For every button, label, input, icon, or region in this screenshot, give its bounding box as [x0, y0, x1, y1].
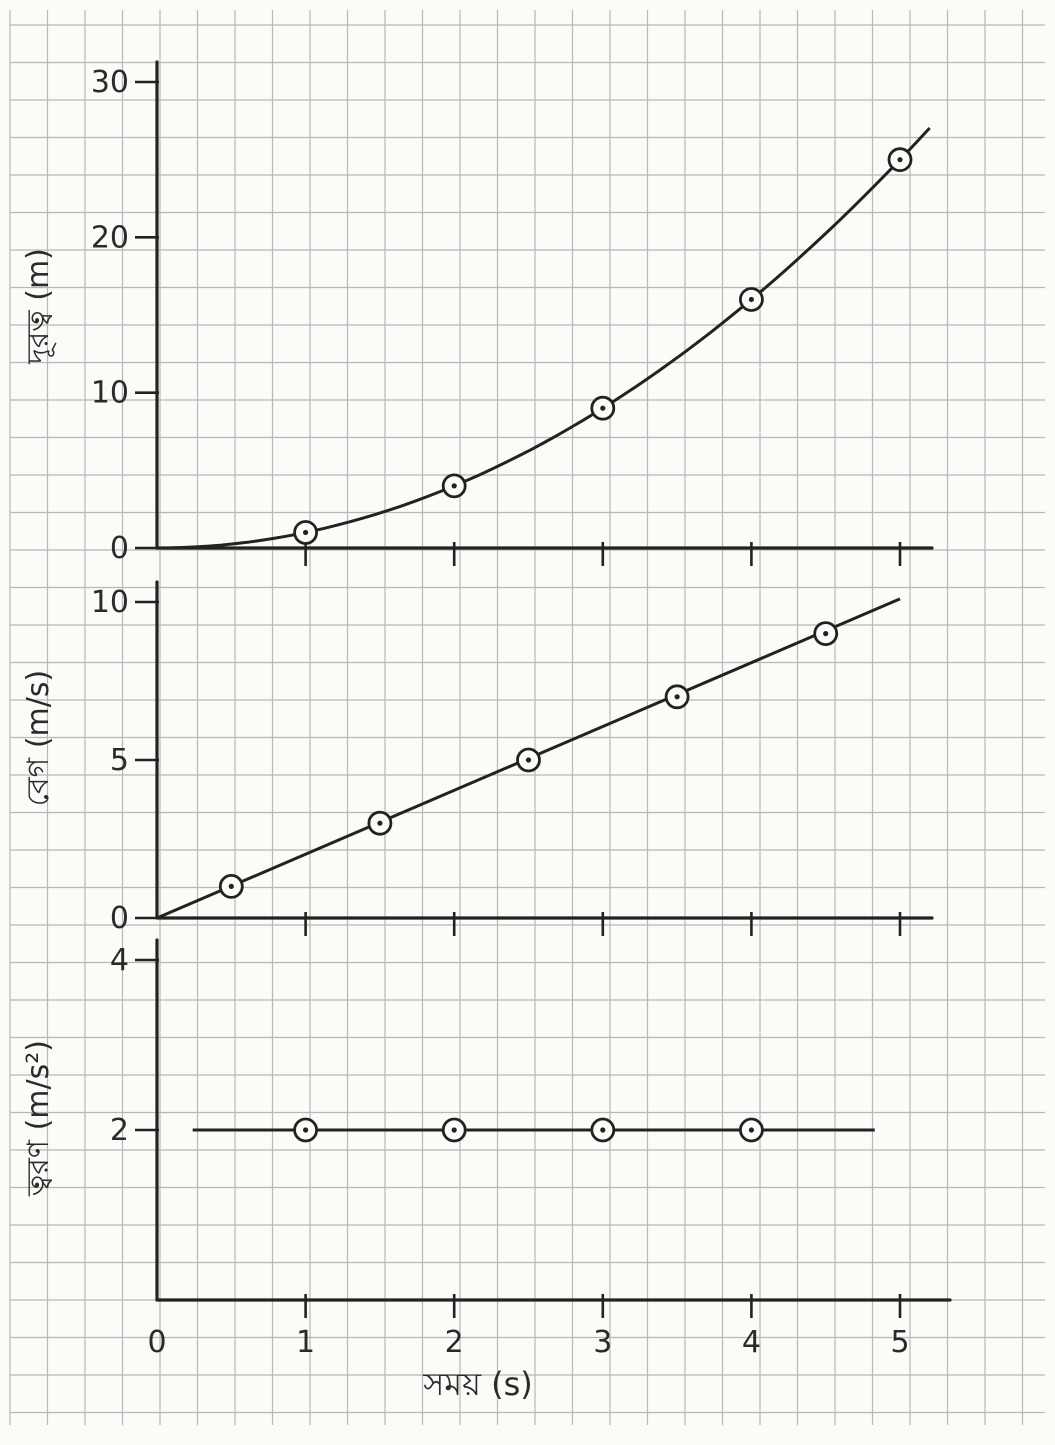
data-point-dot [303, 529, 309, 536]
y-tick-label: 2 [110, 1113, 129, 1148]
data-point-dot [451, 483, 457, 489]
data-point-dot [303, 1127, 309, 1133]
y-tick-label: 4 [110, 943, 129, 978]
y-tick-label: 0 [110, 531, 129, 566]
y-tick-label: 10 [91, 585, 129, 620]
y-tick-label: 5 [110, 743, 129, 778]
distance-curve [156, 126, 931, 550]
data-point-dot [377, 820, 383, 826]
x-axis-title: সময় (s) [422, 1365, 533, 1403]
y-tick-label: 0 [110, 901, 129, 936]
x-tick-label: 3 [593, 1325, 612, 1360]
x-tick-label: 4 [742, 1325, 761, 1360]
data-point-dot [748, 1127, 755, 1133]
data-point-dot [897, 157, 903, 163]
y-axis-title: ত্বরণ (m/s²) [21, 1040, 56, 1197]
y-tick-label: 10 [91, 376, 129, 411]
y-axis-title: দূরত্ব (m) [21, 248, 56, 365]
grid-lines [9, 10, 1045, 1425]
chart-panel-2: 0 5 10 বেগ (m/s) [21, 580, 934, 936]
y-axis-title: বেগ (m/s) [21, 670, 56, 806]
chart-panel-3: 2 4 0 1 2 3 4 5 ত্বরণ (m/s²) সময় (s) [21, 938, 952, 1403]
data-point-dot [600, 405, 606, 411]
x-tick-label: 5 [890, 1325, 909, 1360]
data-point-dot [674, 694, 680, 700]
data-point-dot [228, 883, 234, 890]
x-tick-label: 1 [296, 1325, 315, 1360]
x-tick-label: 0 [147, 1325, 166, 1360]
data-point-dot [451, 1127, 457, 1133]
y-tick-label: 20 [91, 220, 129, 255]
data-point-dot [525, 757, 532, 763]
data-point-dot [748, 296, 755, 303]
chart-panel-1: 0 10 20 30 দূরত্ব (m) [21, 60, 934, 566]
data-point-dot [823, 631, 829, 637]
y-tick-label: 30 [91, 65, 129, 100]
chart-panels: 0 10 20 30 দূরত্ব (m) 0 5 10 বেগ (m/s) 2 4 0 1 2 3 4 5 ত্… [21, 60, 952, 1403]
x-tick-label: 2 [445, 1325, 464, 1360]
data-point-dot [600, 1127, 606, 1133]
